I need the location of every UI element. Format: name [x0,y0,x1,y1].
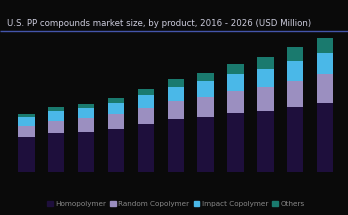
Bar [18,126,34,137]
Bar [18,117,34,126]
Bar [48,133,64,172]
Bar [108,103,124,114]
Bar [257,57,274,69]
Bar [227,74,244,91]
Bar [317,38,333,53]
Text: U.S. PP compounds market size, by product, 2016 - 2026 (USD Million): U.S. PP compounds market size, by produc… [7,19,311,28]
Bar [108,98,124,103]
Legend: Homopolymer, Random Copolymer, Impact Copolymer, Others: Homopolymer, Random Copolymer, Impact Co… [44,198,307,210]
Bar [257,87,274,111]
Bar [18,114,34,117]
Bar [197,97,214,117]
Bar [78,108,94,118]
Bar [317,74,333,103]
Bar [287,81,303,107]
Bar [18,137,34,172]
Bar [227,91,244,113]
Bar [138,124,154,172]
Bar [257,69,274,87]
Bar [287,107,303,172]
Bar [197,73,214,81]
Bar [257,111,274,172]
Bar [287,48,303,61]
Bar [48,111,64,121]
Bar [197,117,214,172]
Bar [227,113,244,172]
Bar [287,61,303,81]
Bar [197,81,214,97]
Bar [78,118,94,132]
Bar [138,108,154,124]
Bar [167,101,184,120]
Bar [108,114,124,129]
Bar [167,87,184,101]
Bar [167,120,184,172]
Bar [317,53,333,74]
Bar [78,132,94,172]
Bar [227,64,244,74]
Bar [317,103,333,172]
Bar [48,107,64,111]
Bar [138,89,154,95]
Bar [167,79,184,87]
Bar [138,95,154,108]
Bar [108,129,124,172]
Bar [48,121,64,133]
Bar [78,104,94,108]
